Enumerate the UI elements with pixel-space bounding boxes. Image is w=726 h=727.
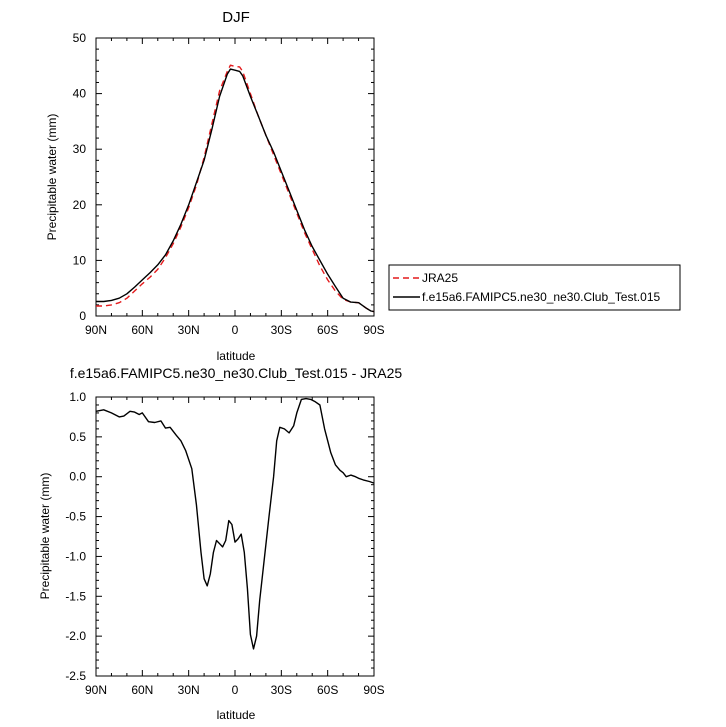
- top-x-axis-label: latitude: [217, 349, 256, 363]
- top-x-tick-label: 60N: [131, 323, 153, 337]
- top-y-tick-label: 50: [73, 31, 87, 45]
- top-y-tick-label: 30: [73, 142, 87, 156]
- legend-box: [388, 264, 681, 311]
- top-x-tick-label: 60S: [317, 323, 338, 337]
- bottom-y-tick-label: 0.0: [69, 470, 86, 484]
- top-y-tick-label: 0: [79, 309, 86, 323]
- bottom-panel: f.e15a6.FAMIPC5.ne30_ne30.Club_Test.015 …: [38, 365, 402, 722]
- top-y-tick-label: 20: [73, 198, 87, 212]
- bottom-plot-frame: [95, 396, 375, 677]
- bottom-series-line-0: [95, 397, 375, 650]
- bottom-y-tick-label: -1.5: [65, 589, 86, 603]
- top-x-tick-label: 90N: [85, 323, 107, 337]
- top-plot-frame: [95, 37, 375, 317]
- bottom-y-tick-label: -0.5: [65, 510, 86, 524]
- bottom-plot-area: 90N 60N 30N 0 30S 60S 90S -2.5 -2.0 -1.5 -1.0 -0.5 0…: [65, 390, 384, 697]
- bottom-y-tick-label: -2.5: [65, 669, 86, 683]
- top-y-tick-label: 10: [73, 253, 87, 267]
- top-series-line-1: [96, 68, 375, 313]
- bottom-x-tick-label: 90N: [85, 683, 107, 697]
- bottom-y-tick-label: -1.0: [65, 549, 86, 563]
- bottom-x-tick-label: 60S: [317, 683, 338, 697]
- bottom-y-tick-label: 1.0: [69, 390, 86, 404]
- bottom-y-tick-label: -2.0: [65, 629, 86, 643]
- bottom-x-tick-label: 30S: [271, 683, 292, 697]
- bottom-x-tick-label: 0: [232, 683, 239, 697]
- bottom-x-axis-label: latitude: [217, 708, 256, 722]
- top-x-tick-label: 0: [232, 323, 239, 337]
- bottom-y-tick-label: 0.5: [69, 430, 86, 444]
- top-panel: DJF 90N 60N 30N 0 30S 60S 90S 0 10 20 30 40 50 latit…: [45, 9, 681, 363]
- top-plot-area: 90N 60N 30N 0 30S 60S 90S 0 10 20 30 40 50: [73, 31, 385, 337]
- legend-label-model: f.e15a6.FAMIPC5.ne30_ne30.Club_Test.015: [422, 290, 660, 304]
- top-x-tick-label: 90S: [363, 323, 384, 337]
- legend-label-jra25: JRA25: [422, 271, 458, 285]
- bottom-x-tick-label: 90S: [363, 683, 384, 697]
- top-y-tick-label: 40: [73, 87, 87, 101]
- legend: JRA25 f.e15a6.FAMIPC5.ne30_ne30.Club_Tes…: [388, 264, 681, 311]
- top-y-axis-label: Precipitable water (mm): [45, 114, 59, 241]
- top-chart-title: DJF: [222, 9, 250, 26]
- bottom-x-tick-label: 60N: [131, 683, 153, 697]
- top-x-tick-label: 30S: [271, 323, 292, 337]
- bottom-x-tick-label: 30N: [178, 683, 200, 697]
- top-x-tick-label: 30N: [178, 323, 200, 337]
- bottom-chart-title: f.e15a6.FAMIPC5.ne30_ne30.Club_Test.015 …: [70, 365, 403, 381]
- top-series-line-0: [96, 64, 375, 313]
- bottom-y-axis-label: Precipitable water (mm): [38, 473, 52, 600]
